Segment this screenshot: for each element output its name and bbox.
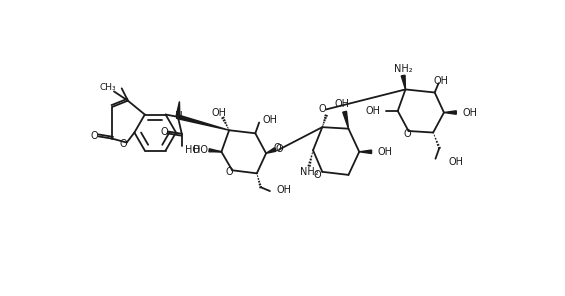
Polygon shape (401, 75, 406, 89)
Polygon shape (176, 102, 180, 117)
Text: HO: HO (185, 145, 200, 155)
Polygon shape (444, 111, 457, 114)
Text: OH: OH (366, 106, 381, 116)
Text: OH: OH (378, 147, 393, 157)
Text: O: O (313, 170, 321, 180)
Text: O: O (120, 139, 128, 149)
Text: O: O (319, 104, 326, 115)
Text: NH₂: NH₂ (300, 167, 319, 177)
Polygon shape (343, 111, 349, 129)
Text: NH₂: NH₂ (394, 65, 412, 74)
Text: O: O (225, 167, 233, 177)
Text: HO: HO (193, 145, 207, 155)
Polygon shape (177, 115, 229, 130)
Text: O: O (91, 131, 98, 141)
Text: O: O (275, 144, 283, 155)
Text: OH: OH (433, 76, 449, 86)
Text: OH: OH (449, 157, 463, 167)
Text: N: N (175, 111, 182, 121)
Text: O: O (274, 143, 281, 153)
Polygon shape (266, 148, 276, 153)
Text: OH: OH (462, 107, 477, 118)
Text: OH: OH (263, 115, 278, 125)
Polygon shape (209, 149, 221, 152)
Polygon shape (359, 150, 372, 154)
Text: OH: OH (276, 184, 291, 194)
Text: OH: OH (335, 99, 350, 109)
Text: OH: OH (212, 107, 227, 118)
Text: CH₃: CH₃ (99, 83, 116, 92)
Text: O: O (160, 127, 168, 137)
Text: O: O (404, 129, 411, 139)
